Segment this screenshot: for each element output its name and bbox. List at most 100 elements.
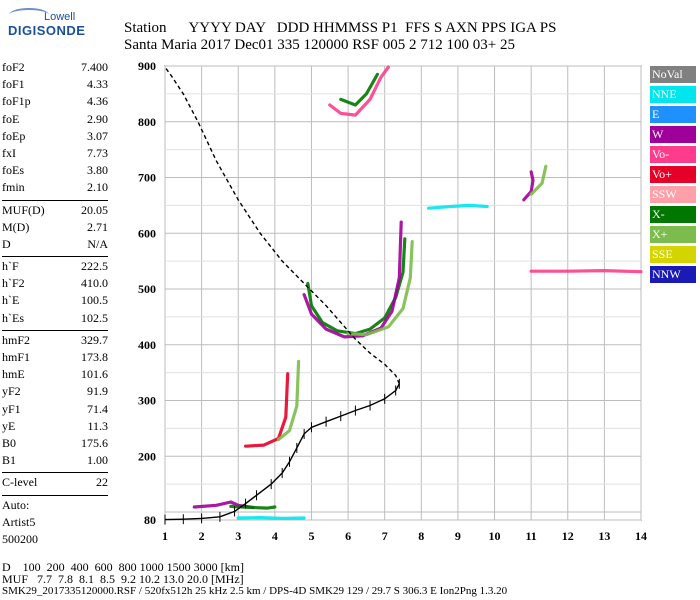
echo-trace-x- [229, 504, 277, 510]
y-tick-label: 300 [138, 394, 156, 408]
echo-trace-w [302, 220, 403, 339]
param-row: foF1p 4.36 [2, 94, 108, 111]
legend-item-e: E [650, 106, 696, 123]
param-row: hmF2 329.7 [2, 333, 108, 350]
legend-item-x-: X+ [650, 226, 696, 243]
x-tick-label: 4 [272, 529, 278, 543]
footer-file-info: SMK29_2017335120000.RSF / 520fx512h 25 k… [2, 585, 508, 597]
legend-item-nne: NNE [650, 86, 696, 103]
param-name: Auto: [2, 497, 30, 512]
param-value: 1.00 [87, 453, 108, 468]
param-value: 7.400 [81, 60, 108, 74]
param-value: 2.10 [87, 180, 108, 195]
param-row: B0 175.6 [2, 436, 108, 453]
y-tick-label: 200 [138, 449, 156, 463]
param-row: foEs 3.80 [2, 163, 108, 180]
x-tick-label: 8 [418, 529, 424, 543]
param-name: foEs [2, 163, 24, 178]
param-row: D N/A [2, 237, 108, 254]
y-tick-label: 700 [138, 171, 156, 185]
legend-item-w: W [650, 126, 696, 143]
param-row: foE 2.90 [2, 112, 108, 129]
param-row: MUF(D) 20.05 [2, 203, 108, 220]
echo-trace-x- [529, 164, 548, 196]
param-separator [2, 472, 108, 474]
x-tick-label: 1 [162, 529, 168, 543]
param-row: yE 11.3 [2, 419, 108, 436]
x-tick-label: 11 [525, 529, 536, 543]
x-tick-label: 2 [199, 529, 205, 543]
param-value: 102.5 [81, 310, 108, 325]
param-row: h`E 100.5 [2, 293, 108, 310]
param-value: 2.90 [87, 111, 108, 126]
param-name: D [2, 236, 11, 251]
param-row: yF1 71.4 [2, 402, 108, 419]
param-name: foF1p [2, 94, 31, 109]
param-value: 71.4 [87, 401, 108, 416]
param-name: fmin [2, 180, 25, 195]
param-name: C-level [2, 475, 38, 490]
echo-trace-x- [306, 237, 407, 336]
y-tick-label: 600 [138, 226, 156, 240]
param-name: 500200 [2, 531, 38, 546]
param-name: yF2 [2, 384, 21, 399]
param-value: 410.0 [81, 276, 108, 291]
param-value: 4.36 [87, 94, 108, 109]
param-separator [2, 494, 108, 496]
param-value: 175.6 [81, 435, 108, 450]
param-row: M(D) 2.71 [2, 220, 108, 237]
param-name: M(D) [2, 219, 30, 234]
param-value: 101.6 [81, 367, 108, 382]
param-value: 3.07 [87, 128, 108, 143]
echo-trace-x- [346, 240, 414, 337]
param-name: B1 [2, 453, 17, 468]
echo-trace-vo- [328, 65, 390, 117]
echo-trace-nne [427, 203, 489, 210]
logo-digisonde: DIGISONDE [8, 23, 86, 38]
y-tick-label: 400 [138, 338, 156, 352]
param-value: 222.5 [81, 259, 108, 274]
param-name: h`F [2, 259, 19, 274]
param-value: 91.9 [87, 384, 108, 399]
param-name: h`E [2, 293, 20, 308]
param-name: foE [2, 111, 20, 126]
legend-item-nnw: NNW [650, 266, 696, 283]
param-row: h`F 222.5 [2, 259, 108, 276]
param-value: 3.80 [87, 163, 108, 178]
echo-trace-x- [276, 359, 301, 442]
plot-frame [164, 65, 642, 521]
param-name: yE [2, 418, 16, 433]
legend-item-sse: SSE [650, 246, 696, 263]
y-tick-label: 80 [144, 513, 156, 527]
y-tick-label: 800 [138, 115, 156, 129]
param-value: 100.5 [81, 293, 108, 308]
x-tick-label: 12 [562, 529, 574, 543]
echo-trace-x- [339, 72, 379, 107]
param-row: fmin 2.10 [2, 180, 108, 197]
legend-item-x-: X- [650, 206, 696, 223]
param-separator [2, 199, 108, 201]
param-name: foF2 [2, 60, 25, 74]
param-value: 173.8 [81, 350, 108, 364]
param-value: 7.73 [87, 145, 108, 160]
param-value: 22 [96, 475, 108, 490]
parameter-list: foF2 7.400 foF1 4.33 foF1p 4.36 foE 2.90 foEp 3.0… [2, 60, 108, 549]
param-row: foF1 4.33 [2, 77, 108, 94]
legend-item-vo-: Vo+ [650, 166, 696, 183]
extrapolated-profile [164, 66, 400, 385]
echo-trace-vo- [529, 269, 643, 274]
param-row: C-level 22 [2, 475, 108, 492]
legend-item-noval: NoVal [650, 66, 696, 83]
x-tick-label: 13 [598, 529, 610, 543]
param-value: 11.3 [87, 418, 108, 433]
legend-item-ssw: SSW [650, 186, 696, 203]
param-value: 2.71 [87, 219, 108, 234]
param-value: 20.05 [81, 202, 108, 217]
param-row: Auto: [2, 498, 108, 515]
param-row: yF2 91.9 [2, 384, 108, 401]
legend-item-vo-: Vo- [650, 146, 696, 163]
param-row: foEp 3.07 [2, 129, 108, 146]
param-value: N/A [87, 236, 108, 251]
echo-trace-w [522, 170, 535, 202]
param-value: 329.7 [81, 332, 108, 347]
